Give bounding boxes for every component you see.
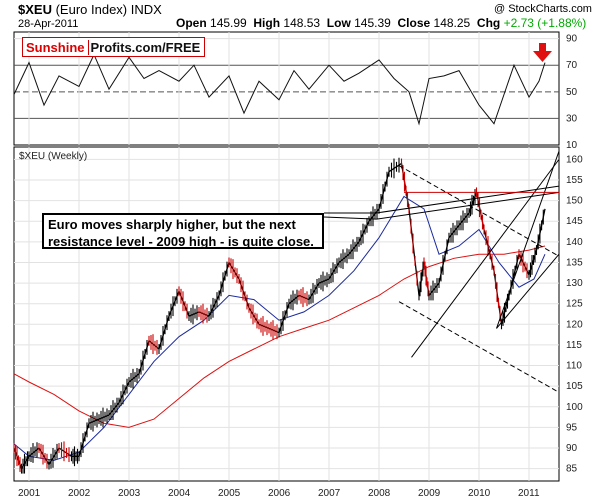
symbol-title: $XEU (Euro Index) INDX <box>18 2 162 17</box>
open-label: Open <box>176 16 207 30</box>
price-tick-label: 105 <box>566 381 583 392</box>
exchange: INDX <box>130 2 162 17</box>
rsi-tick-label: 30 <box>566 113 578 124</box>
trendline <box>376 191 560 220</box>
price-tick-label: 160 <box>566 154 583 165</box>
trendline <box>496 253 560 329</box>
year-tick-label: 2004 <box>168 488 191 499</box>
price-tick-label: 145 <box>566 216 583 227</box>
low-value: 145.39 <box>354 16 391 30</box>
price-tick-label: 155 <box>566 175 583 186</box>
close-value: 148.25 <box>433 16 471 30</box>
rsi-tick-label: 90 <box>566 34 578 45</box>
price-tick-label: 135 <box>566 257 583 268</box>
ma-short-line <box>13 195 546 461</box>
close-label: Close <box>397 16 431 30</box>
price-tick-label: 95 <box>566 422 578 433</box>
trendline <box>496 150 560 329</box>
rsi-tick-labels: 10 30 50 70 90 <box>566 34 578 151</box>
price-tick-label: 110 <box>566 361 582 372</box>
brand-part2: Profits.com/FREE <box>90 39 201 55</box>
price-series <box>13 157 546 474</box>
year-tick-label: 2009 <box>418 488 441 499</box>
trendline <box>398 301 560 393</box>
ohlc-readout: Open 145.99 High 148.53 Low 145.39 Close… <box>176 16 586 30</box>
rsi-tick-label: 70 <box>566 60 578 71</box>
year-tick-label: 2007 <box>318 488 341 499</box>
down-arrow-icon <box>533 43 552 62</box>
chg-value: +2.73 (+1.88%) <box>503 16 587 30</box>
high-label: High <box>253 16 281 30</box>
price-tick-label: 125 <box>566 299 583 310</box>
year-tick-label: 2011 <box>518 488 540 499</box>
rsi-line <box>13 53 546 126</box>
year-tick-label: 2008 <box>368 488 391 499</box>
trendlines <box>323 150 560 393</box>
year-tick-label: 2001 <box>18 488 41 499</box>
price-tick-label: 90 <box>566 443 578 454</box>
low-label: Low <box>326 16 351 30</box>
symbol: $XEU <box>18 2 52 17</box>
year-tick-label: 2002 <box>68 488 91 499</box>
trendline <box>376 185 560 214</box>
price-tick-label: 85 <box>566 464 578 475</box>
year-tick-label: 2010 <box>468 488 491 499</box>
annotation-box: Euro moves sharply higher, but the next … <box>42 213 324 249</box>
price-tick-label: 120 <box>566 319 583 330</box>
price-tick-label: 115 <box>566 340 582 351</box>
price-panel-label: $XEU (Weekly) <box>19 151 87 162</box>
price-tick-label: 140 <box>566 237 583 248</box>
high-value: 148.53 <box>283 16 321 30</box>
chg-label: Chg <box>476 16 501 30</box>
year-tick-label: 2006 <box>268 488 291 499</box>
annotation-connector <box>323 216 377 220</box>
rsi-series-line <box>13 53 546 126</box>
open-value: 145.99 <box>210 16 247 30</box>
rsi-tick-label: 10 <box>566 140 578 151</box>
price-tick-label: 130 <box>566 278 583 289</box>
rsi-tick-label: 50 <box>566 87 578 98</box>
year-tick-label: 2003 <box>118 488 141 499</box>
trendline <box>398 165 560 257</box>
brand-logo: Sunshine Profits.com/FREE <box>22 37 206 57</box>
index-name: (Euro Index) <box>55 2 128 17</box>
chart-date: 28-Apr-2011 <box>18 18 79 30</box>
price-tick-labels: 85 90 95 100 105 110 115 120 125 130 135 140 145 150 1… <box>18 154 583 499</box>
price-tick-label: 100 <box>566 402 583 413</box>
brand-part1: Sunshine <box>23 39 89 55</box>
year-tick-label: 2005 <box>218 488 241 499</box>
watermark: @ StockCharts.com <box>494 3 592 15</box>
price-tick-label: 150 <box>566 196 583 207</box>
